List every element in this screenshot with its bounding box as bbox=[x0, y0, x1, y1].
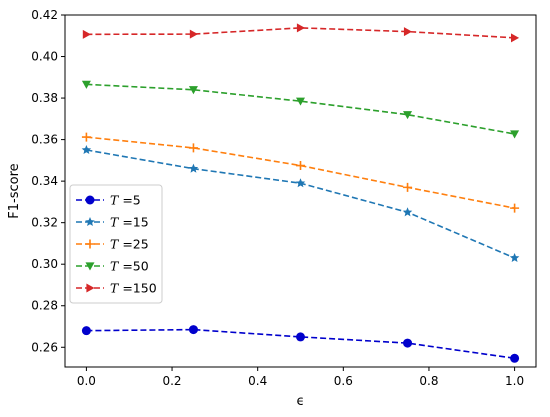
legend-symbol: T bbox=[110, 193, 120, 208]
legend-value: =150 bbox=[118, 281, 156, 296]
series bbox=[81, 132, 520, 213]
legend-item: T =50 bbox=[76, 259, 149, 274]
series bbox=[81, 325, 520, 363]
data-point bbox=[403, 111, 413, 120]
x-tick-label: 0.2 bbox=[162, 374, 181, 388]
legend-item: T =15 bbox=[76, 215, 149, 230]
y-tick-label: 0.42 bbox=[31, 8, 58, 22]
plot-frame bbox=[64, 14, 537, 368]
series-layer bbox=[81, 23, 520, 363]
legend-item: T =5 bbox=[76, 193, 141, 208]
y-axis-label: F1-score bbox=[7, 163, 22, 218]
series bbox=[81, 80, 520, 139]
legend-value: =50 bbox=[118, 259, 148, 274]
data-point bbox=[296, 161, 305, 171]
data-point bbox=[295, 178, 306, 188]
data-point bbox=[85, 239, 95, 249]
legend-item: T =25 bbox=[76, 237, 149, 252]
legend: T =5T =15T =25T =50T =150 bbox=[69, 184, 163, 304]
x-tick-label: 0.6 bbox=[334, 374, 353, 388]
data-point bbox=[296, 97, 305, 106]
legend-symbol: T bbox=[110, 237, 120, 252]
axis-ticks: 0.0 0.2 0.4 0.6 0.8 1.0 0.26 0.28 0.30 0.32 0.34 0.… bbox=[31, 8, 524, 388]
data-point bbox=[81, 144, 92, 155]
legend-label: T =50 bbox=[110, 259, 149, 274]
legend-item: T =150 bbox=[76, 281, 157, 296]
legend-value: =25 bbox=[118, 237, 148, 252]
data-point bbox=[510, 353, 520, 363]
x-tick-label: 1.0 bbox=[505, 374, 524, 388]
x-tick-label: 0.8 bbox=[419, 374, 438, 388]
data-point bbox=[509, 252, 520, 263]
data-point bbox=[403, 182, 413, 192]
y-tick-label: 0.32 bbox=[31, 216, 58, 230]
legend-symbol: T bbox=[110, 259, 120, 274]
data-point bbox=[81, 132, 91, 142]
legend-label: T =5 bbox=[110, 193, 141, 208]
data-point bbox=[510, 130, 520, 139]
series bbox=[81, 144, 520, 263]
data-point bbox=[403, 338, 413, 348]
legend-value: =5 bbox=[118, 193, 140, 208]
series-line bbox=[86, 83, 515, 135]
y-tick-label: 0.38 bbox=[31, 91, 58, 105]
legend-label: T =150 bbox=[110, 281, 157, 296]
data-point bbox=[188, 86, 198, 95]
y-tick-label: 0.28 bbox=[31, 299, 58, 313]
series bbox=[82, 23, 520, 43]
data-point bbox=[82, 29, 91, 39]
y-tick-label: 0.36 bbox=[31, 133, 58, 147]
data-point bbox=[188, 163, 199, 173]
y-tick-label: 0.40 bbox=[31, 50, 58, 64]
x-tick-label: 0.0 bbox=[77, 374, 96, 388]
data-point bbox=[85, 262, 95, 271]
y-tick-label: 0.34 bbox=[31, 174, 58, 188]
y-tick-label: 0.26 bbox=[31, 340, 58, 354]
data-point bbox=[85, 195, 95, 205]
x-axis-label: ϵ bbox=[297, 394, 305, 409]
data-point bbox=[189, 29, 198, 39]
data-point bbox=[403, 27, 413, 37]
data-point bbox=[81, 80, 91, 89]
data-point bbox=[510, 33, 520, 43]
legend-value: =15 bbox=[118, 215, 148, 230]
data-point bbox=[296, 23, 305, 33]
legend-symbol: T bbox=[110, 215, 120, 230]
x-tick-label: 0.4 bbox=[248, 374, 267, 388]
data-point bbox=[510, 203, 520, 213]
legend-label: T =25 bbox=[110, 237, 149, 252]
legend-box bbox=[69, 184, 163, 304]
data-point bbox=[86, 283, 95, 293]
data-point bbox=[188, 143, 198, 153]
legend-symbol: T bbox=[110, 281, 120, 296]
y-tick-label: 0.30 bbox=[31, 257, 58, 271]
data-point bbox=[296, 332, 305, 342]
data-point bbox=[188, 325, 198, 335]
data-point bbox=[85, 217, 95, 227]
data-point bbox=[81, 326, 91, 336]
legend-label: T =15 bbox=[110, 215, 149, 230]
data-point bbox=[402, 207, 413, 217]
